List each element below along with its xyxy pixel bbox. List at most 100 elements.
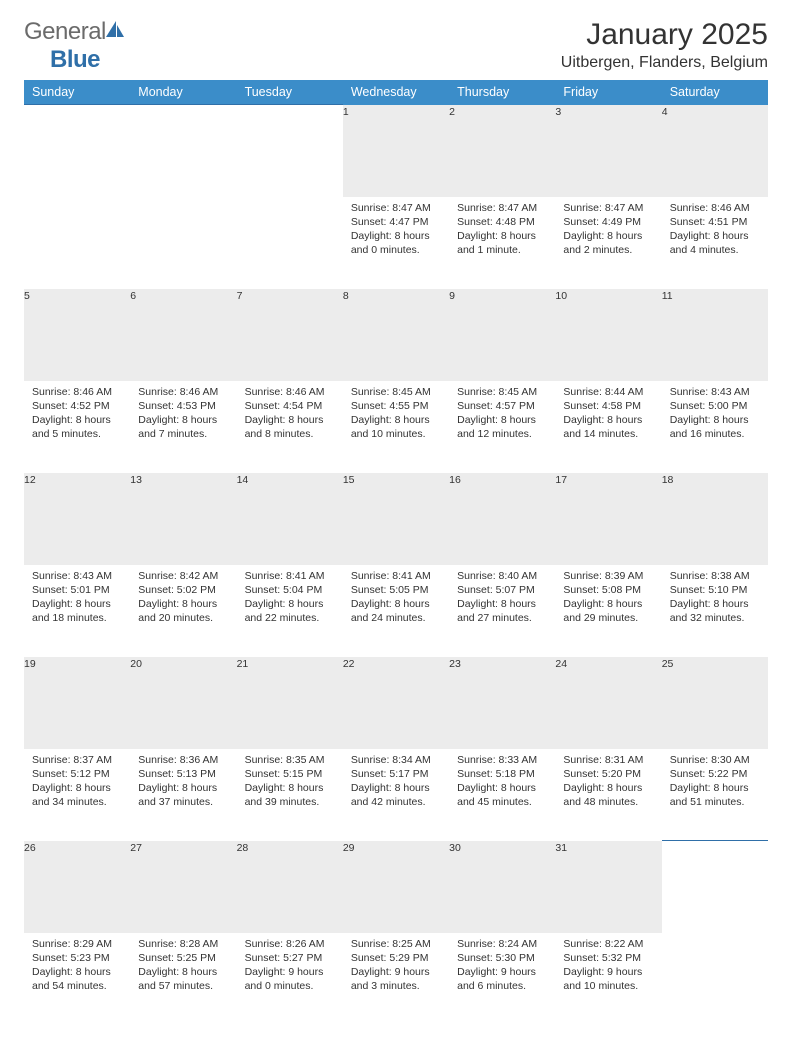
sunset: Sunset: 5:00 PM [670,399,760,413]
day-number-cell: 16 [449,473,555,565]
day-number-cell: 8 [343,289,449,381]
calendar-table: SundayMondayTuesdayWednesdayThursdayFrid… [24,80,768,1025]
day-body-cell: Sunrise: 8:47 AMSunset: 4:48 PMDaylight:… [449,197,555,289]
day-number-cell: 19 [24,657,130,749]
sunset: Sunset: 4:49 PM [563,215,653,229]
daylight-line1: Daylight: 8 hours [32,597,122,611]
day-body-cell: Sunrise: 8:28 AMSunset: 5:25 PMDaylight:… [130,933,236,1025]
daylight-line2: and 1 minute. [457,243,547,257]
day-number-cell: 7 [237,289,343,381]
week-row: Sunrise: 8:29 AMSunset: 5:23 PM Daylight:… [24,933,768,1025]
daylight-line2: and 54 minutes. [32,979,122,993]
logo: General Blue [24,18,126,74]
day-body-cell: Sunrise: 8:38 AMSunset: 5:10 PMDaylight:… [662,565,768,657]
week-row: Sunrise: 8:46 AMSunset: 4:52 PMDaylight:… [24,381,768,473]
daylight-line1: Daylight: 8 hours [138,965,228,979]
sunset: Sunset: 5:12 PM [32,767,122,781]
daylight-line2: and 22 minutes. [245,611,335,625]
sunset: Sunset: 4:51 PM [670,215,760,229]
daylight-line2: and 5 minutes. [32,427,122,441]
sunset: Sunset: 5:25 PM [138,951,228,965]
day-body-cell: Sunrise: 8:43 AMSunset: 5:00 PMDaylight:… [662,381,768,473]
daylight-line2: and 6 minutes. [457,979,547,993]
daylight-line1: Daylight: 8 hours [670,413,760,427]
daylight-line1: Daylight: 8 hours [245,781,335,795]
daylight-line2: and 20 minutes. [138,611,228,625]
daylight-line2: and 34 minutes. [32,795,122,809]
daylight-line2: and 16 minutes. [670,427,760,441]
weekday-header: Saturday [662,80,768,105]
logo-word2: Blue [24,46,100,73]
daylight-line1: Daylight: 8 hours [32,781,122,795]
day-body-cell: Sunrise: 8:46 AMSunset: 4:51 PMDaylight:… [662,197,768,289]
daylight-line1: Daylight: 9 hours [563,965,653,979]
day-number-cell [24,105,130,197]
day-number-cell: 20 [130,657,236,749]
daylight-line2: and 27 minutes. [457,611,547,625]
sunset: Sunset: 4:55 PM [351,399,441,413]
daylight-line2: and 2 minutes. [563,243,653,257]
sunset: Sunset: 5:32 PM [563,951,653,965]
day-body-cell [24,197,130,289]
day-body-cell: Sunrise: 8:26 AMSunset: 5:27 PMDaylight:… [237,933,343,1025]
sunset: Sunset: 5:23 PM [32,951,122,965]
day-number-cell: 3 [555,105,661,197]
day-number-cell: 17 [555,473,661,565]
day-body-cell: Sunrise: 8:45 AMSunset: 4:57 PMDaylight:… [449,381,555,473]
sunrise: Sunrise: 8:46 AM [138,385,228,399]
sunrise: Sunrise: 8:46 AM [670,201,760,215]
sunset: Sunset: 5:13 PM [138,767,228,781]
daylight-line1: Daylight: 8 hours [670,597,760,611]
week-row: Sunrise: 8:43 AMSunset: 5:01 PMDaylight:… [24,565,768,657]
day-body-cell [130,197,236,289]
sunrise: Sunrise: 8:41 AM [245,569,335,583]
daylight-line1: Daylight: 9 hours [457,965,547,979]
daylight-line2: and 48 minutes. [563,795,653,809]
day-number-cell: 28 [237,841,343,933]
sunrise: Sunrise: 8:37 AM [32,753,122,767]
day-number-cell: 6 [130,289,236,381]
daylight-line1: Daylight: 8 hours [457,781,547,795]
day-body-cell: Sunrise: 8:39 AMSunset: 5:08 PMDaylight:… [555,565,661,657]
sunset: Sunset: 5:15 PM [245,767,335,781]
sunset: Sunset: 5:18 PM [457,767,547,781]
day-body-cell: Sunrise: 8:46 AMSunset: 4:53 PMDaylight:… [130,381,236,473]
sunset: Sunset: 4:54 PM [245,399,335,413]
daylight-line1: Daylight: 8 hours [245,597,335,611]
daylight-line1: Daylight: 8 hours [351,597,441,611]
day-number-cell: 24 [555,657,661,749]
daylight-line2: and 12 minutes. [457,427,547,441]
daylight-line2: and 42 minutes. [351,795,441,809]
sunset: Sunset: 5:30 PM [457,951,547,965]
daylight-line1: Daylight: 8 hours [670,229,760,243]
weekday-header: Friday [555,80,661,105]
day-number-cell [130,105,236,197]
daylight-line1: Daylight: 8 hours [457,229,547,243]
daylight-line2: and 45 minutes. [457,795,547,809]
daylight-line2: and 57 minutes. [138,979,228,993]
sunset: Sunset: 4:53 PM [138,399,228,413]
day-body-cell: Sunrise: 8:46 AMSunset: 4:52 PMDaylight:… [24,381,130,473]
weekday-header: Thursday [449,80,555,105]
daylight-line2: and 3 minutes. [351,979,441,993]
daylight-line2: and 32 minutes. [670,611,760,625]
sunrise: Sunrise: 8:38 AM [670,569,760,583]
daylight-line1: Daylight: 8 hours [351,229,441,243]
daylight-line2: and 10 minutes. [563,979,653,993]
month-title: January 2025 [561,18,768,52]
daylight-line1: Daylight: 8 hours [563,413,653,427]
sunrise: Sunrise: 8:29 AM [32,937,122,951]
weekday-header: Monday [130,80,236,105]
daylight-line2: and 0 minutes. [351,243,441,257]
sunrise: Sunrise: 8:40 AM [457,569,547,583]
sunrise: Sunrise: 8:28 AM [138,937,228,951]
day-body-cell: Sunrise: 8:41 AMSunset: 5:05 PMDaylight:… [343,565,449,657]
sunrise: Sunrise: 8:26 AM [245,937,335,951]
day-number-cell: 25 [662,657,768,749]
weekday-header: Tuesday [237,80,343,105]
day-number-cell: 27 [130,841,236,933]
daylight-line1: Daylight: 8 hours [245,413,335,427]
day-number-cell: 12 [24,473,130,565]
daylight-line2: and 24 minutes. [351,611,441,625]
daylight-line2: and 29 minutes. [563,611,653,625]
